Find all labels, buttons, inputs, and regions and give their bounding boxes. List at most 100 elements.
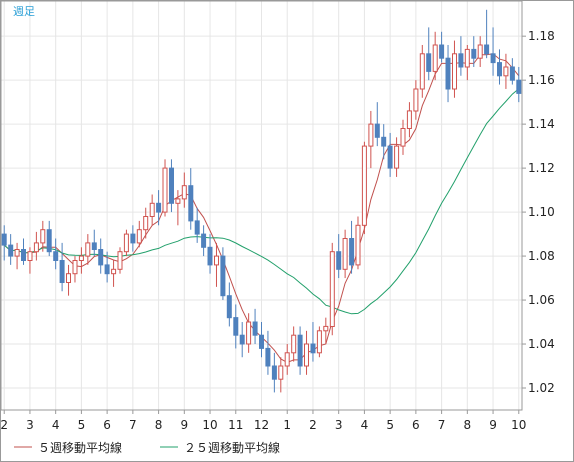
x-tick-label: 5 (386, 418, 394, 432)
candle-down (201, 233, 207, 248)
candle-up (143, 216, 149, 231)
candle-down (426, 53, 432, 72)
candle-up (111, 268, 117, 275)
candle-down (207, 246, 213, 266)
candle-down (349, 238, 355, 266)
candle-down (516, 79, 522, 94)
y-tick-label: 1.12 (528, 161, 555, 175)
candle-down (374, 123, 380, 138)
candle-down (169, 167, 174, 204)
x-tick-label: 8 (155, 418, 163, 432)
x-tick-label: 2 (0, 418, 8, 432)
y-tick-label: 1.06 (528, 293, 555, 307)
x-axis: 2 3 4 5 6 7 8 9 10 11 12 1 2 3 4 5 6 7 8 9 10 (0, 410, 526, 432)
candle-down (8, 244, 14, 257)
candle-up (27, 251, 33, 261)
candle-down (310, 343, 316, 354)
y-tick-label: 1.16 (528, 73, 555, 87)
candle-up (304, 343, 309, 367)
candle-up (149, 202, 155, 218)
candle-down (497, 62, 502, 77)
y-tick-label: 1.08 (528, 249, 555, 263)
candle-down (91, 242, 97, 250)
candle-up (162, 167, 168, 213)
candle-down (194, 220, 200, 235)
x-tick-label: 9 (489, 418, 497, 432)
candle-down (439, 44, 445, 59)
candle-down (130, 233, 136, 244)
candle-up (123, 233, 129, 253)
candle-up (432, 44, 438, 72)
x-tick-label: 1 (283, 418, 291, 432)
candle-down (53, 251, 59, 261)
candle-up (342, 238, 348, 270)
candle-down (1, 233, 7, 246)
candle-up (316, 330, 322, 354)
candle-down (46, 229, 52, 253)
candle-up (66, 273, 71, 284)
x-tick-label: 10 (202, 418, 217, 432)
candle-up (278, 365, 284, 380)
candle-down (21, 249, 26, 261)
candle-up (136, 229, 142, 244)
candlesticks (1, 9, 522, 393)
candle-up (291, 334, 297, 354)
candle-up (400, 128, 406, 147)
candle-down (156, 202, 162, 213)
candle-up (181, 185, 187, 200)
candle-down (445, 57, 451, 90)
candle-down (509, 66, 515, 81)
legend: ５週移動平均線 ２５週移動平均線 (14, 440, 280, 455)
x-tick-label: 9 (180, 418, 188, 432)
candle-up (284, 352, 290, 367)
candle-down (336, 251, 342, 270)
x-tick-label: 3 (26, 418, 34, 432)
x-tick-label: 3 (335, 418, 343, 432)
candle-down (297, 334, 303, 367)
candle-up (368, 123, 374, 147)
candle-up (40, 229, 46, 244)
candle-down (104, 264, 110, 275)
candle-down (259, 334, 264, 349)
y-tick-label: 1.10 (528, 205, 555, 219)
legend-label-ma25: ２５週移動平均線 (184, 440, 280, 455)
candle-up (78, 255, 84, 262)
x-tick-label: 4 (52, 418, 60, 432)
x-tick-label: 6 (103, 418, 111, 432)
candle-down (387, 145, 393, 169)
candle-up (85, 242, 91, 257)
candle-up (214, 255, 219, 266)
candle-down (471, 48, 477, 59)
candle-up (246, 321, 252, 345)
candle-up (361, 145, 367, 226)
candle-up (117, 251, 123, 270)
candle-up (413, 88, 419, 112)
candle-up (406, 110, 412, 130)
x-tick-label: 5 (78, 418, 86, 432)
candle-down (265, 347, 271, 367)
period-label: 週足 (13, 5, 35, 18)
legend-label-ma5: ５週移動平均線 (38, 440, 122, 455)
candle-down (458, 53, 464, 68)
candle-down (490, 53, 496, 64)
x-tick-label: 7 (129, 418, 137, 432)
x-tick-label: 12 (254, 418, 269, 432)
candle-up (323, 325, 329, 332)
candle-down (220, 255, 226, 297)
y-tick-label: 1.18 (528, 29, 555, 43)
candle-down (233, 317, 239, 336)
candle-down (381, 136, 387, 147)
candle-up (477, 44, 483, 59)
x-tick-label: 4 (361, 418, 369, 432)
candle-up (394, 145, 400, 169)
y-tick-label: 1.14 (528, 117, 555, 131)
candle-down (252, 321, 258, 336)
x-tick-label: 7 (438, 418, 446, 432)
x-tick-label: 2 (309, 418, 317, 432)
y-axis: 1.18 1.16 1.14 1.12 1.10 1.08 1.06 1.04 1.02 (522, 29, 555, 395)
candle-down (188, 185, 194, 222)
candle-down (226, 295, 232, 319)
candle-up (464, 48, 470, 68)
